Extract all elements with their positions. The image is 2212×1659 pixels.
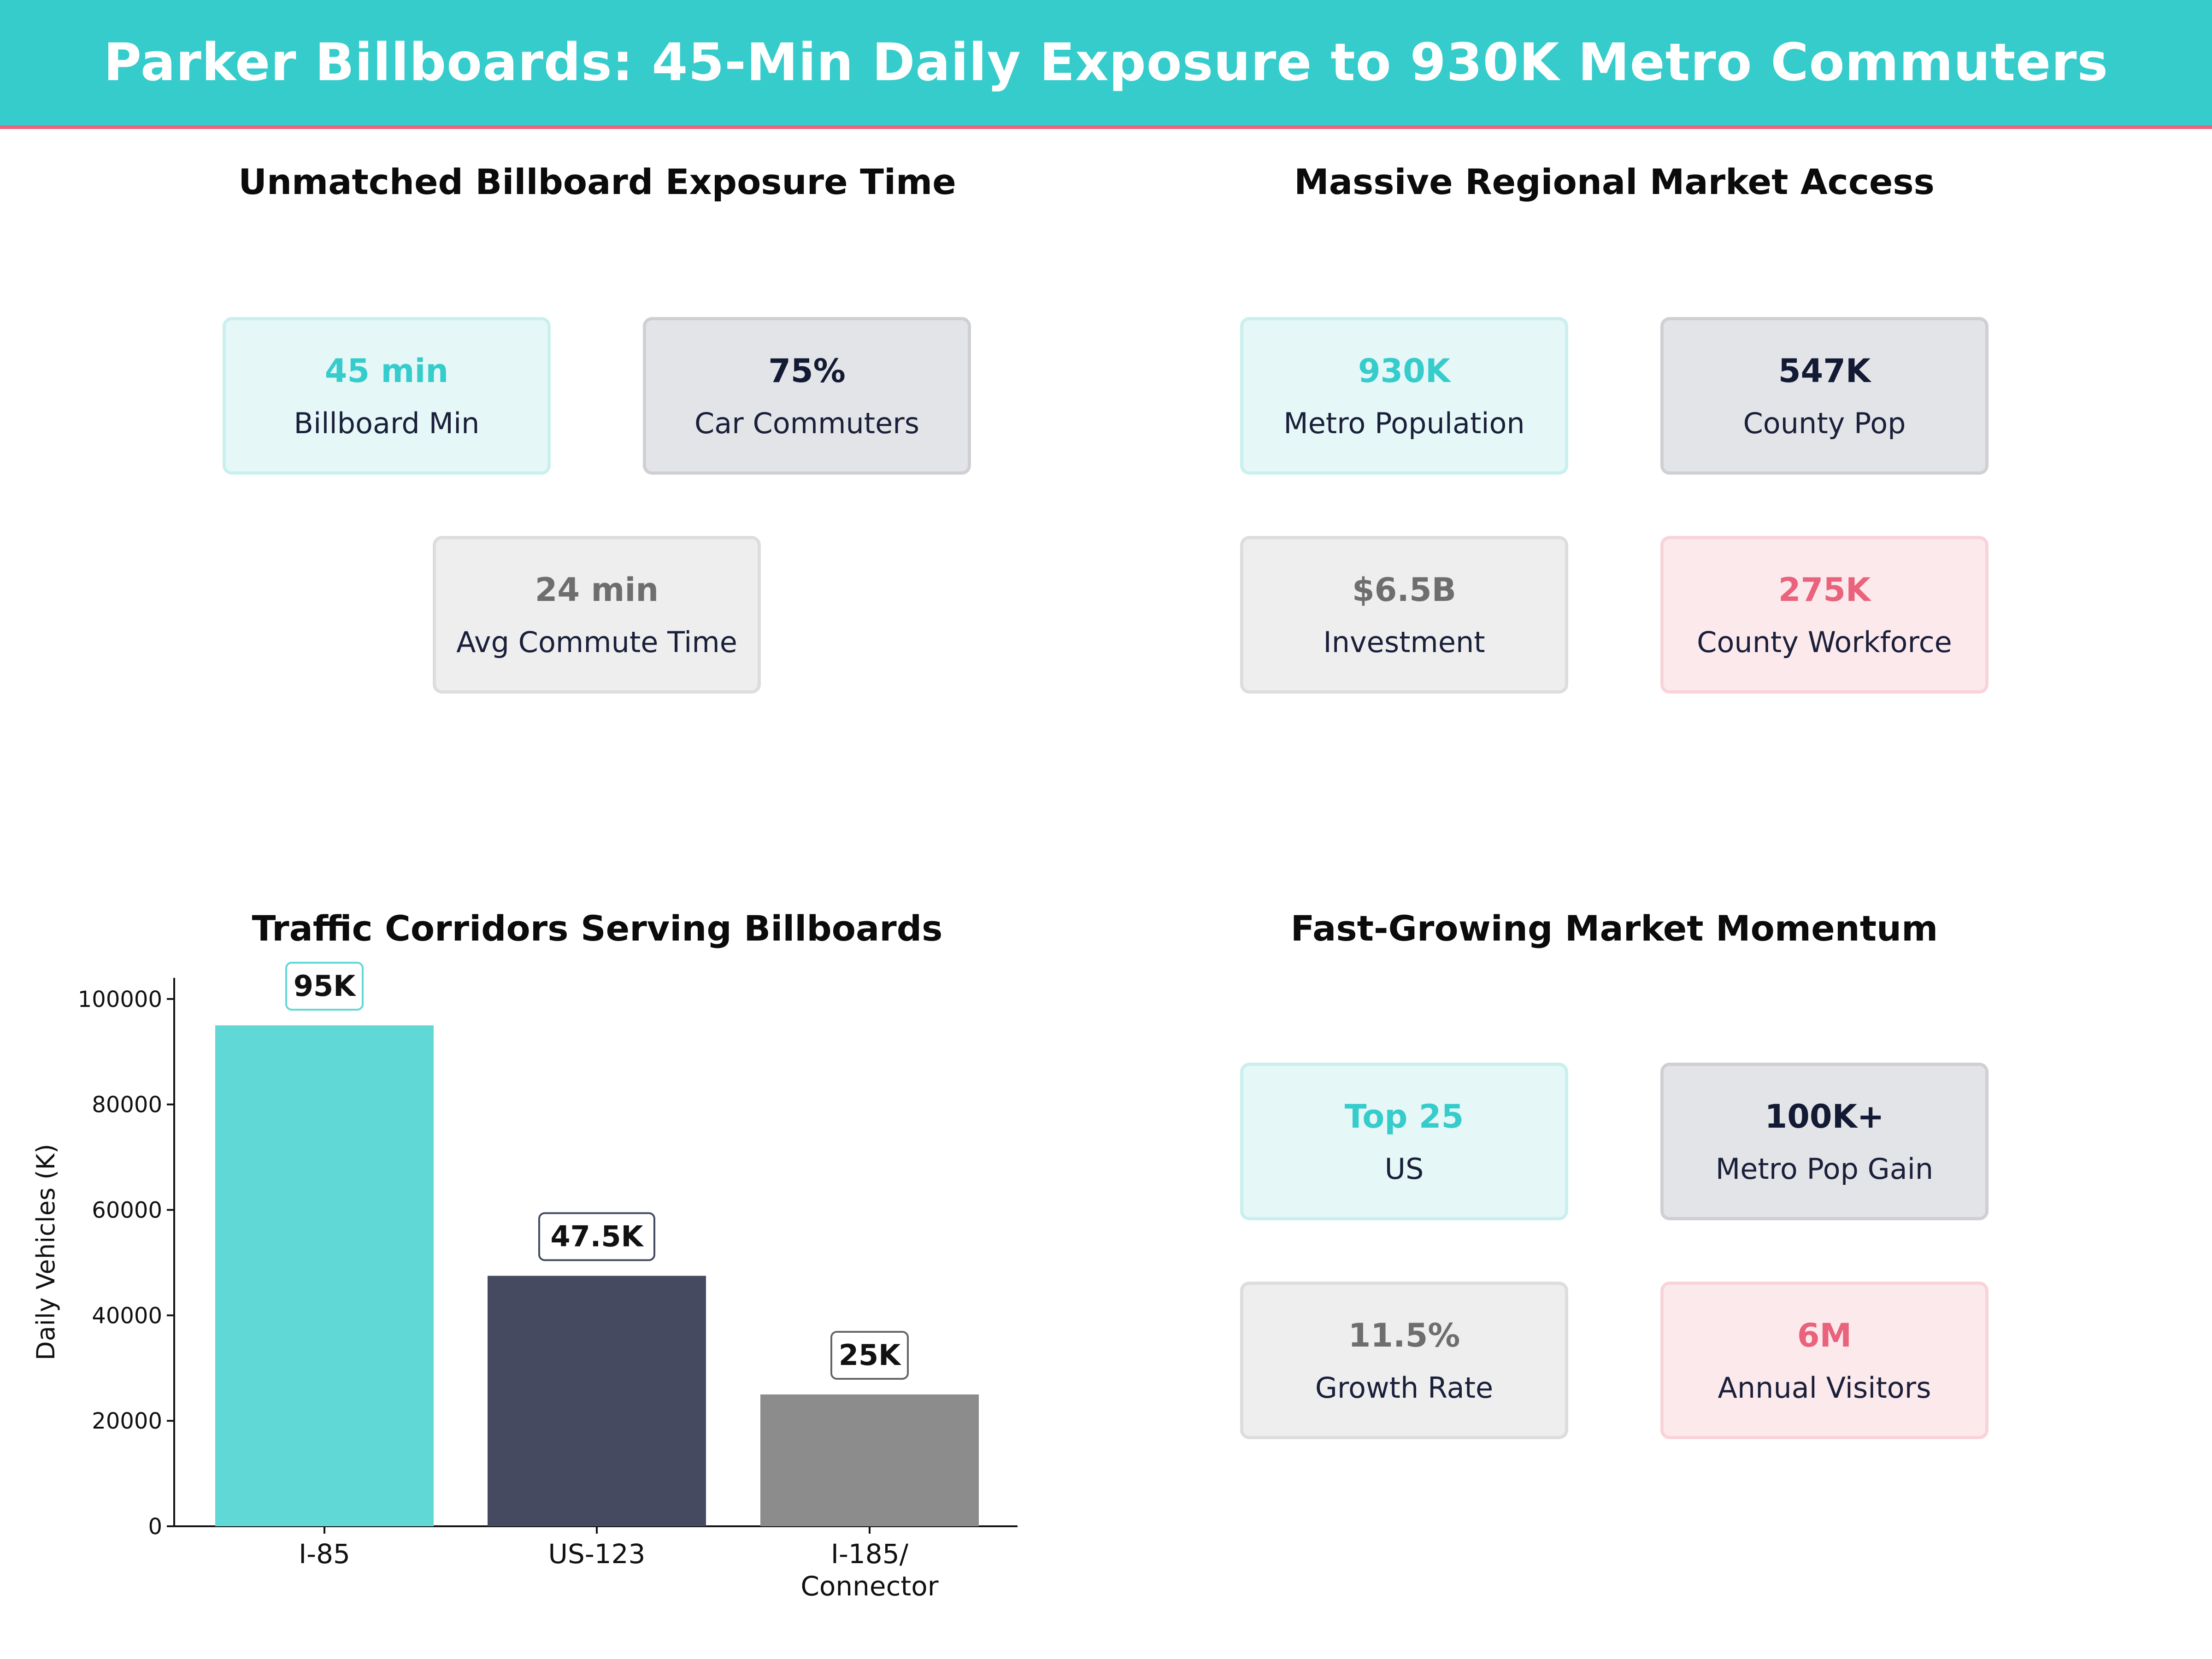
market-panel-title: Massive Regional Market Access [1294, 161, 1935, 202]
stat-value: 547K [1778, 352, 1871, 390]
stat-card-avg-commute: 24 min Avg Commute Time [433, 536, 761, 694]
stat-value: 100K+ [1765, 1097, 1884, 1135]
bar-2 [488, 1276, 706, 1526]
stat-label: Annual Visitors [1718, 1371, 1931, 1405]
stat-card-billboard-min: 45 min Billboard Min [223, 317, 551, 475]
stat-card-top-25: Top 25 US [1240, 1063, 1568, 1220]
data-label-box [285, 961, 364, 1011]
stat-label: Metro Population [1283, 406, 1525, 440]
y-tick-label: 40000 [92, 1303, 162, 1329]
y-tick-label: 100000 [78, 987, 162, 1012]
data-label: 25K [839, 1338, 901, 1372]
y-tick-label: 80000 [92, 1092, 162, 1118]
stat-value: 275K [1778, 571, 1871, 609]
stat-label: US [1384, 1152, 1424, 1186]
stat-label: Avg Commute Time [456, 625, 737, 659]
stat-label: Car Commuters [694, 406, 920, 440]
momentum-panel-title: Fast-Growing Market Momentum [1290, 908, 1938, 949]
data-label-box [830, 1330, 909, 1380]
stat-value: 930K [1358, 352, 1451, 390]
data-label: 47.5K [550, 1219, 644, 1253]
y-tick-label: 20000 [92, 1408, 162, 1434]
exposure-panel-title: Unmatched Billboard Exposure Time [238, 161, 956, 202]
stat-label: County Pop [1743, 406, 1906, 440]
stat-card-county-pop: 547K County Pop [1660, 317, 1988, 475]
stat-card-county-workforce: 275K County Workforce [1660, 536, 1988, 694]
traffic-bar-chart: 0 20000 40000 60000 80000 100000 Daily Vehicle… [31, 961, 1018, 1602]
y-axis-label: Daily Vehicles (K) [31, 1144, 60, 1360]
stat-value: 6M [1797, 1316, 1852, 1354]
stat-value: Top 25 [1344, 1097, 1464, 1135]
stat-value: 24 min [535, 571, 659, 609]
page-title: Parker Billboards: 45-Min Daily Exposure… [103, 33, 2109, 93]
stat-card-investment: $6.5B Investment [1240, 536, 1568, 694]
category-label: I-85 [299, 1538, 350, 1570]
data-label-box [538, 1212, 655, 1261]
stat-value: 11.5% [1348, 1316, 1460, 1354]
bar-3 [760, 1394, 979, 1526]
stat-value: 75% [768, 352, 846, 390]
stat-value: 45 min [324, 352, 449, 390]
chart-title: Traffic Corridors Serving Billboards [252, 908, 943, 949]
category-label: US-123 [548, 1538, 646, 1570]
stat-label: Growth Rate [1315, 1371, 1494, 1405]
stat-card-metro-pop-gain: 100K+ Metro Pop Gain [1660, 1063, 1988, 1220]
category-label: I-185/Connector [800, 1538, 938, 1602]
header-banner: Parker Billboards: 45-Min Daily Exposure… [0, 0, 2212, 129]
y-tick-label: 60000 [92, 1197, 162, 1223]
stat-label: Investment [1323, 625, 1485, 659]
y-tick-label: 0 [148, 1514, 162, 1540]
stat-card-car-commuters: 75% Car Commuters [643, 317, 971, 475]
stat-label: Billboard Min [294, 406, 480, 440]
bar-1 [215, 1025, 434, 1526]
stat-card-metro-population: 930K Metro Population [1240, 317, 1568, 475]
stat-card-annual-visitors: 6M Annual Visitors [1660, 1282, 1988, 1439]
stat-label: Metro Pop Gain [1715, 1152, 1934, 1186]
stat-label: County Workforce [1697, 625, 1952, 659]
data-label: 95K [294, 969, 356, 1003]
stat-value: $6.5B [1352, 571, 1457, 609]
stat-card-growth-rate: 11.5% Growth Rate [1240, 1282, 1568, 1439]
